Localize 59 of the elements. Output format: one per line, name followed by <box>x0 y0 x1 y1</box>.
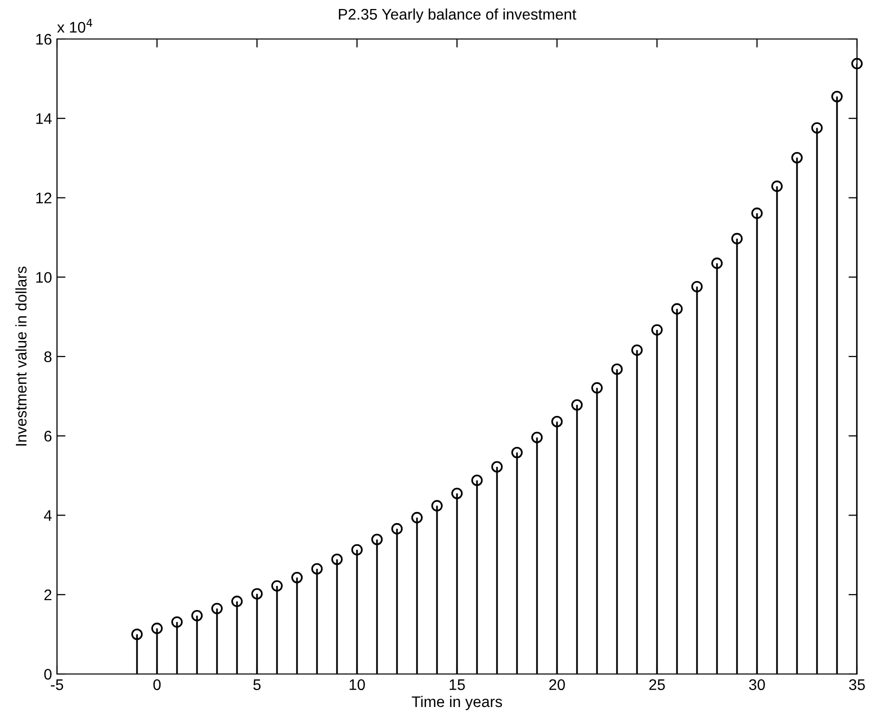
x-tick-label: 0 <box>153 679 161 690</box>
point <box>791 152 803 164</box>
point <box>191 610 203 622</box>
point <box>471 474 483 486</box>
point <box>271 580 283 592</box>
point <box>351 544 363 556</box>
point <box>811 122 823 134</box>
point <box>651 324 663 336</box>
point <box>371 534 383 546</box>
point <box>751 208 763 219</box>
point <box>591 382 603 394</box>
point <box>491 461 503 473</box>
x-tick-label: 10 <box>350 679 365 690</box>
point <box>331 554 343 565</box>
point <box>671 303 683 315</box>
point <box>251 588 263 600</box>
point <box>451 488 463 500</box>
point <box>551 416 563 428</box>
point <box>311 563 323 575</box>
x-tick-label: 35 <box>849 679 865 690</box>
point <box>411 512 423 524</box>
point <box>711 258 723 269</box>
y-tick-label: 8 <box>44 351 52 362</box>
y-tick-label: 6 <box>44 430 52 442</box>
point <box>131 628 143 640</box>
point <box>771 180 783 192</box>
y-tick-label: 0 <box>44 668 52 680</box>
text: x 10$^{4}$ <box>57 18 92 33</box>
chart-title: P2.35 Yearly balance of investment <box>338 8 576 23</box>
point <box>691 280 703 292</box>
point <box>431 500 443 512</box>
point <box>171 616 183 628</box>
x-axis-title: Time in years <box>412 696 502 710</box>
y-axis-title: Investment value in dollars <box>15 266 27 446</box>
point <box>291 572 303 584</box>
y-tick-label: 14 <box>36 113 52 124</box>
point <box>731 232 743 244</box>
y-tick-label: 2 <box>44 589 52 600</box>
x-tick-label: 5 <box>253 679 261 690</box>
point <box>231 596 243 608</box>
x-tick-label: 20 <box>549 679 565 690</box>
x-tick-label: 15 <box>450 679 465 690</box>
y-tick-label: 4 <box>44 510 52 521</box>
point <box>831 90 843 102</box>
point <box>531 432 543 444</box>
point <box>631 344 643 356</box>
point <box>611 364 623 375</box>
point <box>391 523 403 534</box>
point <box>851 58 863 70</box>
point <box>211 602 223 614</box>
y-tick-label: 12 <box>36 192 52 204</box>
point <box>151 622 163 634</box>
x-tick-label: 30 <box>749 679 765 690</box>
x-tick-label: 25 <box>649 679 665 690</box>
x-tick-label: -5 <box>50 679 64 690</box>
point <box>571 399 583 411</box>
y-tick-label: 16 <box>36 34 52 45</box>
y-tick-label: 10 <box>36 272 52 283</box>
point <box>511 446 523 458</box>
